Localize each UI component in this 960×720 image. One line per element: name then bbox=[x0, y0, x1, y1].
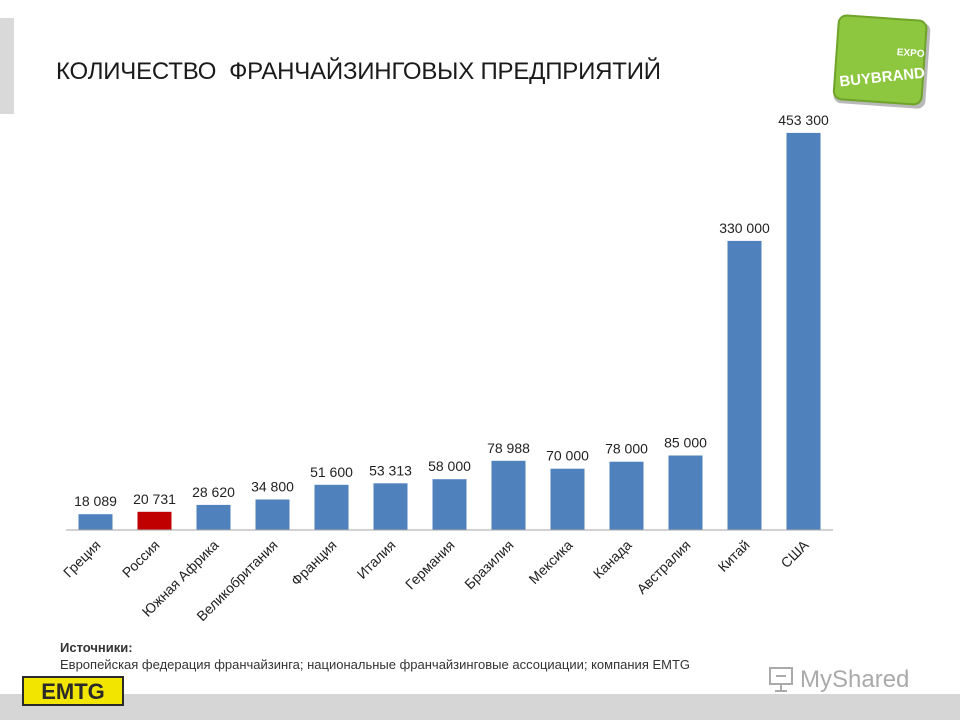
bar-4 bbox=[314, 484, 349, 530]
footer-bar bbox=[0, 694, 960, 720]
data-label-8: 70 000 bbox=[546, 448, 589, 464]
data-label-6: 58 000 bbox=[428, 458, 471, 474]
slide-title: КОЛИЧЕСТВО ФРАНЧАЙЗИНГОВЫХ ПРЕДПРИЯТИЙ bbox=[56, 58, 661, 85]
bar-1 bbox=[137, 511, 172, 530]
category-label-4: Франция bbox=[288, 537, 340, 589]
bar-12 bbox=[786, 132, 821, 530]
emtg-logo-text: EMTG bbox=[41, 680, 105, 702]
category-label-0: Греция bbox=[60, 537, 104, 581]
category-label-10: Австралия bbox=[633, 537, 693, 597]
data-label-10: 85 000 bbox=[664, 435, 707, 451]
data-label-5: 53 313 bbox=[369, 462, 412, 478]
data-label-1: 20 731 bbox=[133, 491, 176, 507]
data-label-9: 78 000 bbox=[605, 441, 648, 457]
data-label-11: 330 000 bbox=[719, 220, 770, 236]
category-label-5: Италия bbox=[354, 537, 399, 582]
presentation-icon bbox=[769, 667, 793, 692]
category-label-6: Германия bbox=[402, 537, 458, 593]
emtg-logo: EMTG bbox=[22, 676, 124, 706]
data-label-2: 28 620 bbox=[192, 484, 235, 500]
category-label-1: Россия bbox=[119, 537, 163, 581]
slide-edge-bar bbox=[0, 18, 14, 114]
sources-block: Источники: Европейская федерация франчай… bbox=[60, 640, 860, 672]
bar-6 bbox=[432, 479, 467, 530]
bar-11 bbox=[727, 240, 762, 530]
data-label-7: 78 988 bbox=[487, 440, 530, 456]
bar-0 bbox=[78, 514, 113, 530]
data-label-4: 51 600 bbox=[310, 464, 353, 480]
buybrand-expo-logo: EXPO BUYBRAND bbox=[832, 14, 931, 109]
myshared-watermark: MyShared bbox=[769, 666, 909, 693]
category-label-11: Китай bbox=[715, 537, 753, 575]
buybrand-logo-expo: EXPO bbox=[896, 47, 925, 60]
category-label-12: США bbox=[777, 536, 812, 571]
data-label-12: 453 300 bbox=[778, 112, 829, 128]
data-label-3: 34 800 bbox=[251, 479, 294, 495]
bar-5 bbox=[373, 483, 408, 530]
bar-7 bbox=[491, 460, 526, 530]
sources-heading: Источники: bbox=[60, 640, 133, 655]
category-label-9: Канада bbox=[590, 537, 635, 582]
sources-text: Европейская федерация франчайзинга; наци… bbox=[60, 657, 691, 672]
bar-9 bbox=[609, 461, 644, 530]
bar-8 bbox=[550, 468, 585, 530]
category-label-7: Бразилия bbox=[461, 537, 516, 592]
data-label-0: 18 089 bbox=[74, 493, 117, 509]
watermark-text: MyShared bbox=[800, 666, 909, 693]
category-label-8: Мексика bbox=[525, 537, 575, 587]
bar-10 bbox=[668, 455, 703, 530]
bar-3 bbox=[255, 499, 290, 530]
bar-2 bbox=[196, 504, 231, 530]
